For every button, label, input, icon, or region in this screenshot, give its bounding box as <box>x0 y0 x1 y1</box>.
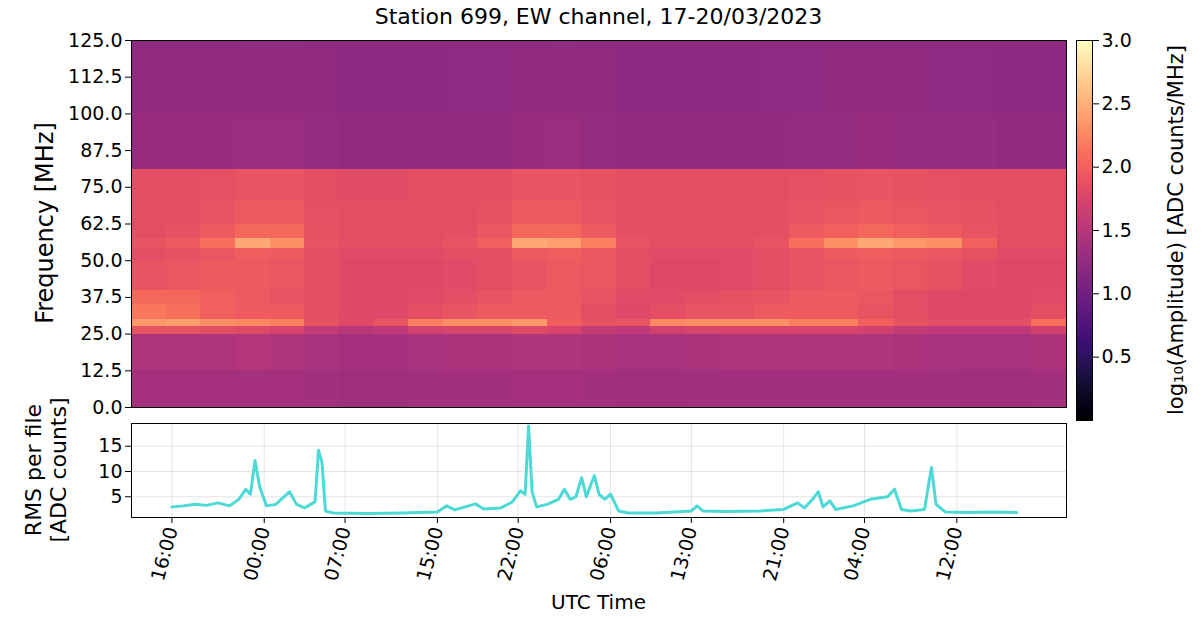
svg-text:87.5: 87.5 <box>80 139 122 161</box>
svg-text:04:00: 04:00 <box>839 524 874 583</box>
svg-text:0.0: 0.0 <box>92 396 122 418</box>
svg-text:75.0: 75.0 <box>80 175 122 197</box>
svg-text:10: 10 <box>98 460 122 482</box>
html-text:log₁₀(Amplitude) [ADC counts/M: log₁₀(Amplitude) [ADC counts/MHz] <box>1163 45 1188 415</box>
svg-text:25.0: 25.0 <box>80 322 122 344</box>
svg-text:100.0: 100.0 <box>68 102 122 124</box>
svg-text:16:00: 16:00 <box>146 524 181 583</box>
html-text:UTC Time: UTC Time <box>551 590 646 614</box>
svg-text:0.5: 0.5 <box>1102 345 1132 367</box>
svg-text:12.5: 12.5 <box>80 359 122 381</box>
svg-text:00:00: 00:00 <box>239 524 274 583</box>
html-text:Station 699, EW channel, 17-20: Station 699, EW channel, 17-20/03/2023 <box>374 4 823 29</box>
html-text:RMS per file [ADC counts]: RMS per file [ADC counts] <box>20 397 71 543</box>
svg-text:5: 5 <box>110 485 122 507</box>
svg-text:3.0: 3.0 <box>1102 29 1132 51</box>
svg-text:07:00: 07:00 <box>319 524 354 583</box>
svg-text:1.0: 1.0 <box>1102 282 1132 304</box>
svg-text:2.5: 2.5 <box>1102 92 1132 114</box>
svg-text:22:00: 22:00 <box>493 524 528 583</box>
svg-text:1.5: 1.5 <box>1102 219 1132 241</box>
svg-text:112.5: 112.5 <box>68 65 122 87</box>
svg-text:13:00: 13:00 <box>666 524 701 583</box>
svg-text:2.0: 2.0 <box>1102 155 1132 177</box>
svg-text:37.5: 37.5 <box>80 285 122 307</box>
svg-text:50.0: 50.0 <box>80 249 122 271</box>
svg-text:21:00: 21:00 <box>758 524 793 583</box>
svg-text:12:00: 12:00 <box>931 524 966 583</box>
svg-text:15: 15 <box>98 434 122 456</box>
svg-text:06:00: 06:00 <box>585 524 620 583</box>
svg-text:125.0: 125.0 <box>68 29 122 51</box>
svg-text:15:00: 15:00 <box>412 524 447 583</box>
svg-text:62.5: 62.5 <box>80 212 122 234</box>
html-text:Frequency [MHz]: Frequency [MHz] <box>31 122 60 324</box>
